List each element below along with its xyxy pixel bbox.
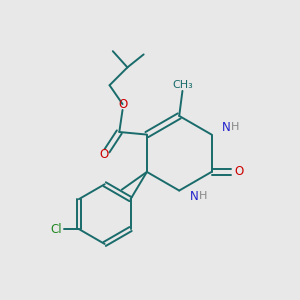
Text: O: O: [235, 165, 244, 178]
Text: CH₃: CH₃: [173, 80, 194, 90]
Text: H: H: [231, 122, 239, 132]
Text: O: O: [118, 98, 127, 111]
Text: Cl: Cl: [50, 223, 62, 236]
Text: N: N: [222, 121, 230, 134]
Text: O: O: [99, 148, 108, 161]
Text: H: H: [198, 191, 207, 201]
Text: N: N: [189, 190, 198, 203]
